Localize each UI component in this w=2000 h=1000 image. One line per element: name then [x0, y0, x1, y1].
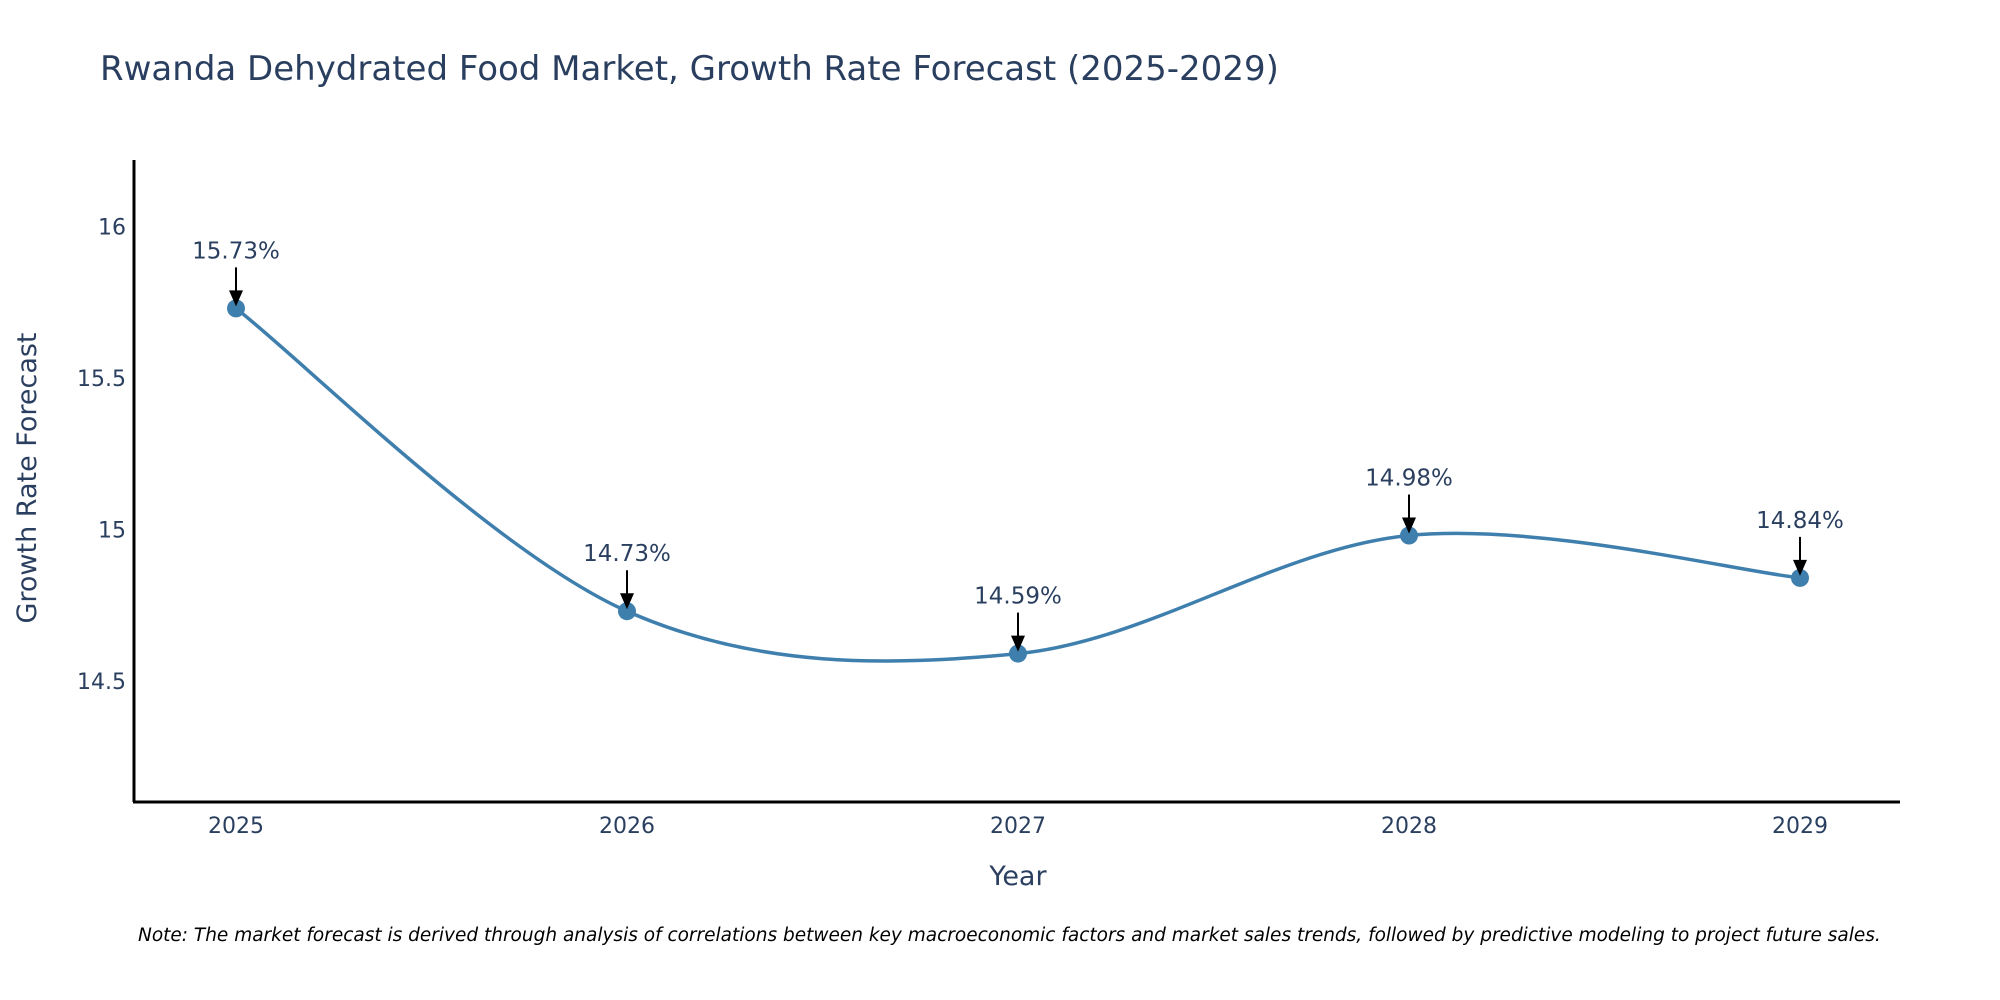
annotation-arrow-head — [1011, 635, 1025, 652]
data-label: 14.98% — [1365, 466, 1453, 492]
y-tick-label: 14.5 — [77, 670, 126, 695]
x-tick-label: 2027 — [990, 814, 1046, 839]
annotation-arrow-head — [229, 290, 243, 307]
data-label: 14.59% — [974, 584, 1062, 610]
data-label: 15.73% — [192, 238, 280, 264]
chart-title: Rwanda Dehydrated Food Market, Growth Ra… — [100, 49, 1279, 89]
annotation-arrow-head — [620, 593, 634, 610]
data-label: 14.84% — [1756, 508, 1844, 534]
x-tick-label: 2029 — [1772, 814, 1828, 839]
y-axis-title: Growth Rate Forecast — [12, 332, 43, 623]
y-tick-label: 15 — [98, 518, 126, 543]
data-label: 14.73% — [583, 541, 671, 567]
x-axis-title: Year — [988, 861, 1047, 892]
x-tick-label: 2026 — [599, 814, 655, 839]
series-line — [234, 307, 1801, 663]
y-tick-label: 16 — [98, 216, 126, 241]
data-point — [1009, 644, 1027, 663]
data-point — [1400, 526, 1418, 545]
data-point — [1791, 568, 1809, 587]
x-tick-label: 2028 — [1381, 814, 1437, 839]
footnote: Note: The market forecast is derived thr… — [138, 925, 1881, 946]
annotation-arrow-head — [1402, 517, 1416, 534]
annotation-arrow-head — [1793, 559, 1807, 576]
data-point — [227, 299, 245, 318]
data-point — [618, 602, 636, 621]
x-tick-label: 2025 — [208, 814, 264, 839]
y-tick-label: 15.5 — [77, 367, 126, 392]
